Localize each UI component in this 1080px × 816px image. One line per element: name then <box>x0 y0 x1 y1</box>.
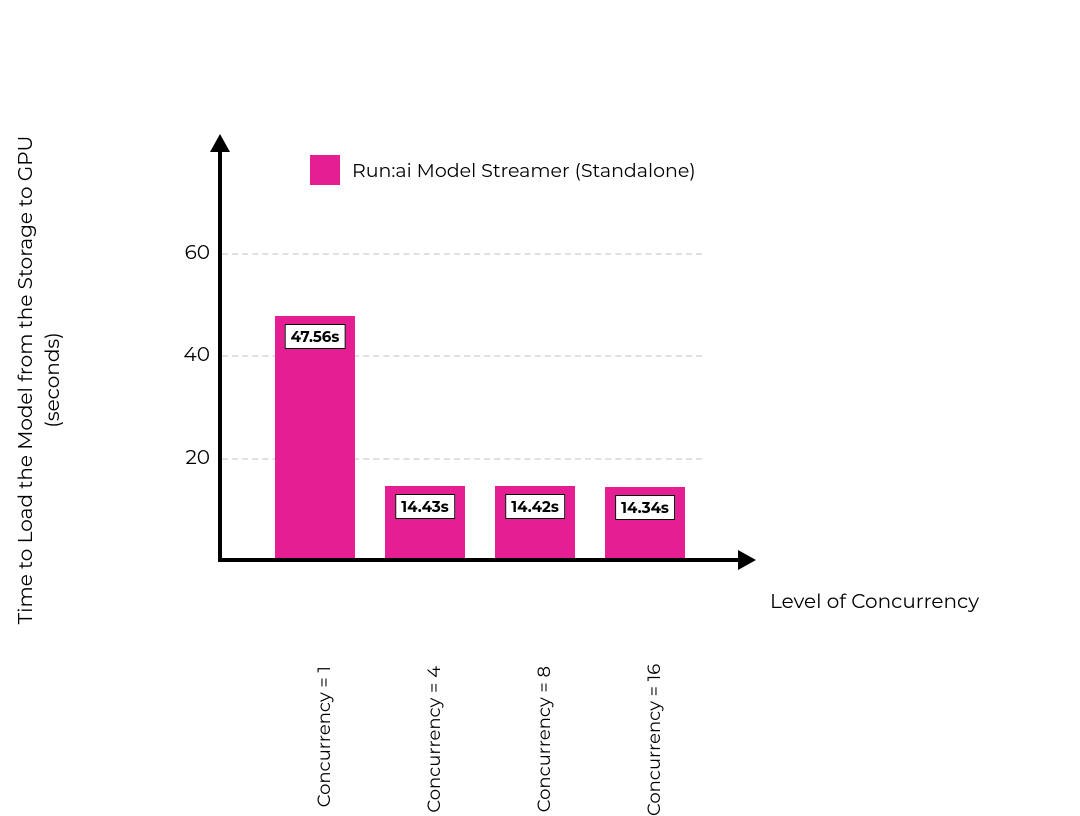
y-axis-label-line1: Time to Load the Model from the Storage … <box>14 136 65 625</box>
x-category-label: Concurrency = 8 <box>533 666 555 816</box>
x-category-label: Concurrency = 4 <box>423 666 445 816</box>
y-tick-label: 20 <box>170 446 210 470</box>
bar-value-label: 14.43s <box>395 494 455 519</box>
bar: 14.43s <box>385 486 465 558</box>
y-axis-arrowhead-icon <box>210 134 230 152</box>
y-tick-label: 60 <box>170 241 210 265</box>
bar-value-label: 47.56s <box>285 324 346 349</box>
legend: Run:ai Model Streamer (Standalone) <box>310 155 696 185</box>
chart-container: Time to Load the Model from the Storage … <box>0 0 1080 815</box>
x-axis-arrowhead-icon <box>738 550 756 570</box>
y-tick-label: 40 <box>170 343 210 367</box>
x-category-label: Concurrency = 1 <box>313 666 335 816</box>
y-axis-label: Time to Load the Model from the Storage … <box>13 80 67 680</box>
bar-value-label: 14.34s <box>615 495 675 520</box>
x-category-label: Concurrency = 16 <box>643 666 665 816</box>
x-axis-label: Level of Concurrency <box>770 590 979 614</box>
x-axis-line <box>218 558 738 562</box>
bar: 14.34s <box>605 487 685 558</box>
legend-swatch <box>310 155 340 185</box>
gridline <box>222 253 702 255</box>
bar: 47.56s <box>275 316 355 558</box>
bar: 14.42s <box>495 486 575 558</box>
legend-label: Run:ai Model Streamer (Standalone) <box>352 159 696 182</box>
bar-value-label: 14.42s <box>505 494 565 519</box>
